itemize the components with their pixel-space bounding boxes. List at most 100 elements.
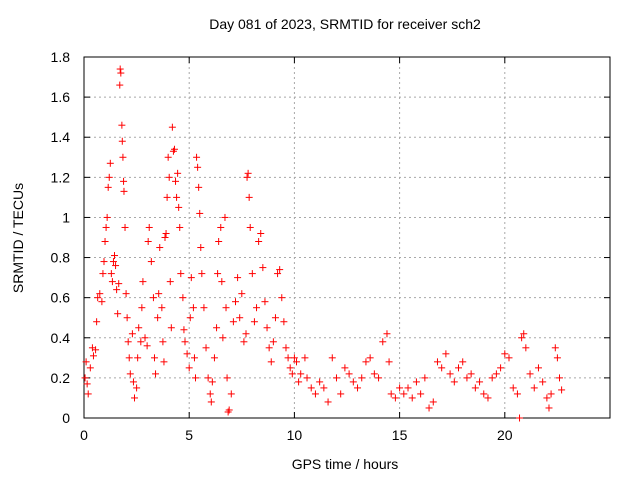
data-point	[111, 252, 119, 260]
data-point	[89, 352, 97, 360]
data-point	[107, 270, 115, 278]
data-point	[366, 354, 374, 362]
data-point	[558, 386, 566, 394]
x-tick-label: 5	[185, 427, 193, 443]
data-point	[86, 364, 94, 372]
data-point	[125, 354, 133, 362]
data-point	[213, 324, 221, 332]
data-point	[547, 390, 555, 398]
data-point	[149, 294, 157, 302]
data-point	[189, 304, 197, 312]
data-point	[362, 358, 370, 366]
data-point	[227, 390, 235, 398]
data-point	[120, 187, 128, 195]
data-point	[236, 314, 244, 322]
data-point	[92, 346, 100, 354]
data-point	[265, 344, 273, 352]
data-point	[202, 344, 210, 352]
grid-layer	[84, 57, 610, 418]
data-point	[84, 390, 92, 398]
data-point	[425, 404, 433, 412]
data-point	[295, 378, 303, 386]
data-point	[231, 298, 239, 306]
data-point	[307, 384, 315, 392]
data-point	[370, 370, 378, 378]
y-tick-label: 1.6	[51, 89, 71, 105]
data-point	[288, 370, 296, 378]
data-point	[358, 374, 366, 382]
data-point	[467, 370, 475, 378]
y-tick-label: 1.4	[51, 129, 71, 145]
data-point	[82, 358, 90, 366]
data-point	[349, 378, 357, 386]
plot-frame	[83, 56, 611, 419]
data-point	[408, 394, 416, 402]
data-point	[345, 370, 353, 378]
data-point	[138, 304, 146, 312]
data-point	[219, 334, 227, 342]
data-point	[158, 304, 166, 312]
data-point	[83, 380, 91, 388]
data-point	[316, 378, 324, 386]
x-tick-label: 10	[287, 427, 303, 443]
data-point	[105, 173, 113, 181]
data-point	[225, 406, 233, 414]
data-point	[145, 223, 153, 231]
data-point	[244, 169, 252, 177]
data-point	[284, 354, 292, 362]
data-point	[242, 330, 250, 338]
data-point	[119, 153, 127, 161]
data-point	[404, 384, 412, 392]
data-point	[181, 338, 189, 346]
data-point	[501, 350, 509, 358]
data-point	[278, 294, 286, 302]
data-point	[122, 290, 130, 298]
data-point	[429, 398, 437, 406]
data-point	[421, 374, 429, 382]
data-point	[267, 358, 275, 366]
data-point	[102, 223, 110, 231]
y-tick-label: 1.2	[51, 169, 71, 185]
data-point	[261, 298, 269, 306]
data-point	[301, 354, 309, 362]
data-point	[129, 378, 137, 386]
data-point	[290, 354, 298, 362]
data-point	[332, 374, 340, 382]
data-point	[412, 378, 420, 386]
data-point	[218, 278, 226, 286]
y-tick-label: 0.6	[51, 290, 71, 306]
data-point	[221, 213, 229, 221]
data-point	[120, 177, 128, 185]
data-point	[166, 278, 174, 286]
x-tick-label: 0	[80, 427, 88, 443]
data-point	[116, 81, 124, 89]
data-point	[170, 145, 178, 153]
data-point	[114, 310, 122, 318]
data-point	[240, 338, 248, 346]
data-point	[257, 229, 265, 237]
data-point	[193, 153, 201, 161]
data-point	[99, 270, 107, 278]
data-point	[545, 404, 553, 412]
data-point	[442, 350, 450, 358]
data-point	[400, 390, 408, 398]
data-point	[556, 374, 564, 382]
data-point	[459, 358, 467, 366]
data-point	[115, 280, 123, 288]
data-point	[280, 318, 288, 326]
data-point	[186, 314, 194, 322]
data-point	[246, 223, 254, 231]
data-point	[159, 338, 167, 346]
data-point	[509, 384, 517, 392]
data-point	[293, 358, 301, 366]
data-point	[195, 183, 203, 191]
data-point	[215, 238, 223, 246]
data-point	[417, 390, 425, 398]
data-point	[168, 123, 176, 131]
data-point	[163, 193, 171, 201]
data-point	[391, 394, 399, 402]
data-point	[124, 338, 132, 346]
data-point	[484, 394, 492, 402]
